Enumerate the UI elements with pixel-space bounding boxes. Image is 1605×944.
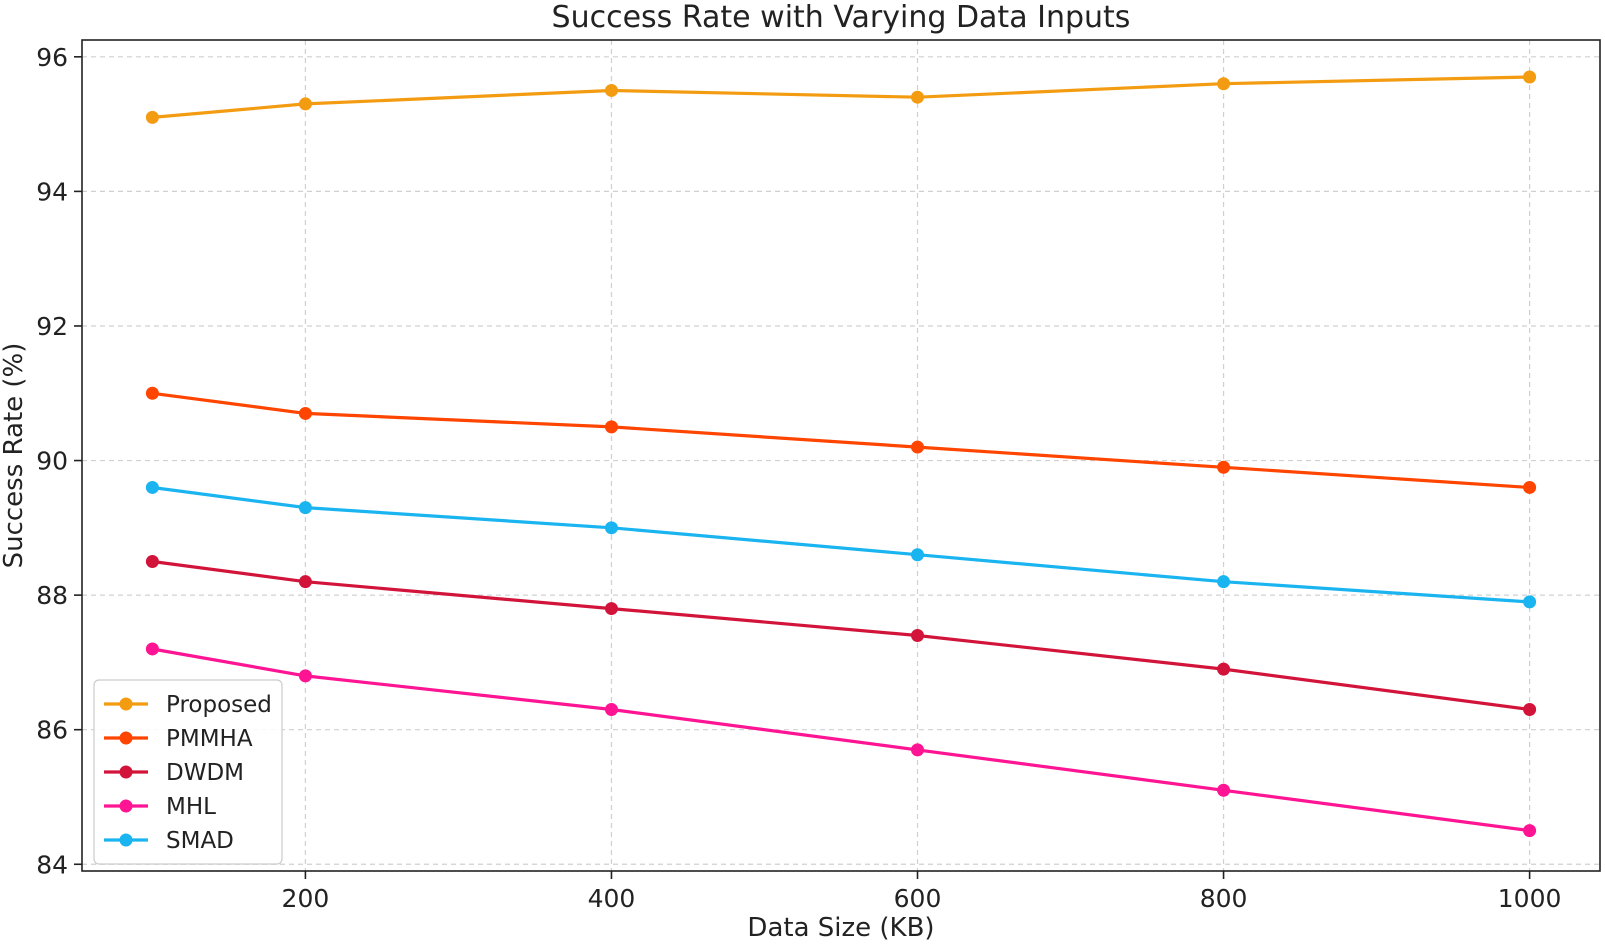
data-point: [911, 440, 925, 454]
grid-lines: [82, 40, 1600, 871]
data-point: [604, 420, 618, 434]
legend: Proposed PMMHA DWDM MHL SMAD: [93, 679, 283, 865]
series-line: [152, 559, 1530, 712]
legend-marker: [119, 799, 133, 813]
x-axis-label: Data Size (KB): [747, 913, 934, 943]
series-mhl: [145, 642, 1537, 838]
data-point: [604, 602, 618, 616]
series-proposed: [145, 70, 1537, 124]
y-tick-label: 84: [36, 850, 68, 879]
y-tick-label: 86: [36, 716, 68, 745]
series-pmmha: [145, 386, 1537, 494]
legend-item-mhl: MHL: [104, 794, 216, 820]
y-tick-label: 96: [36, 43, 68, 72]
x-tick-label: 400: [588, 884, 636, 913]
data-point: [1523, 595, 1537, 609]
data-point: [298, 575, 312, 589]
data-point: [911, 548, 925, 562]
data-point: [145, 642, 159, 656]
legend-item-pmmha: PMMHA: [104, 726, 253, 752]
data-point: [145, 386, 159, 400]
data-point: [1217, 662, 1231, 676]
legend-marker: [119, 697, 133, 711]
legend-label: SMAD: [166, 828, 234, 854]
legend-box: [93, 679, 283, 865]
x-tick-label: 1000: [1498, 884, 1562, 913]
x-tick-label: 600: [894, 884, 942, 913]
series-line: [152, 647, 1530, 833]
data-point: [145, 480, 159, 494]
series-smad: [145, 480, 1537, 609]
data-point: [298, 669, 312, 683]
data-point: [1217, 460, 1231, 474]
legend-label: MHL: [166, 794, 216, 820]
data-point: [145, 110, 159, 124]
axes: [81, 39, 1601, 872]
plot-frame: [81, 39, 1601, 872]
legend-item-dwdm: DWDM: [104, 760, 244, 786]
x-tick-label: 800: [1200, 884, 1248, 913]
data-point: [1217, 783, 1231, 797]
data-point: [298, 501, 312, 515]
x-tick-label: 200: [282, 884, 330, 913]
legend-marker: [119, 765, 133, 779]
data-point: [911, 628, 925, 642]
data-point: [911, 743, 925, 757]
legend-marker: [119, 731, 133, 745]
data-point: [1523, 70, 1537, 84]
legend-label: DWDM: [166, 760, 244, 786]
legend-label: PMMHA: [166, 726, 253, 752]
y-tick-label: 88: [36, 581, 68, 610]
data-point: [298, 97, 312, 111]
y-tick-label: 94: [36, 177, 68, 206]
data-point: [604, 83, 618, 97]
y-tick-label: 90: [36, 447, 68, 476]
legend-label: Proposed: [166, 692, 272, 718]
legend-marker: [119, 833, 133, 847]
legend-item-proposed: Proposed: [104, 692, 272, 718]
legend-item-smad: SMAD: [104, 828, 234, 854]
chart-title: Success Rate with Varying Data Inputs: [552, 0, 1131, 35]
series-line: [152, 75, 1530, 119]
data-point: [1523, 703, 1537, 717]
data-point: [604, 703, 618, 717]
series-dwdm: [145, 554, 1537, 717]
series-line: [152, 485, 1530, 604]
series-layer: [145, 70, 1537, 838]
data-point: [1523, 480, 1537, 494]
data-point: [1217, 77, 1231, 91]
y-axis-label: Success Rate (%): [0, 343, 29, 569]
data-point: [145, 554, 159, 568]
data-point: [1217, 575, 1231, 589]
data-point: [604, 521, 618, 535]
data-point: [911, 90, 925, 104]
data-point: [298, 406, 312, 420]
tick-layer: 200 400 600 800 1000 84 86 88 90 92 94 96: [36, 43, 1561, 913]
series-line: [152, 391, 1530, 490]
y-tick-label: 92: [36, 312, 68, 341]
data-point: [1523, 824, 1537, 838]
